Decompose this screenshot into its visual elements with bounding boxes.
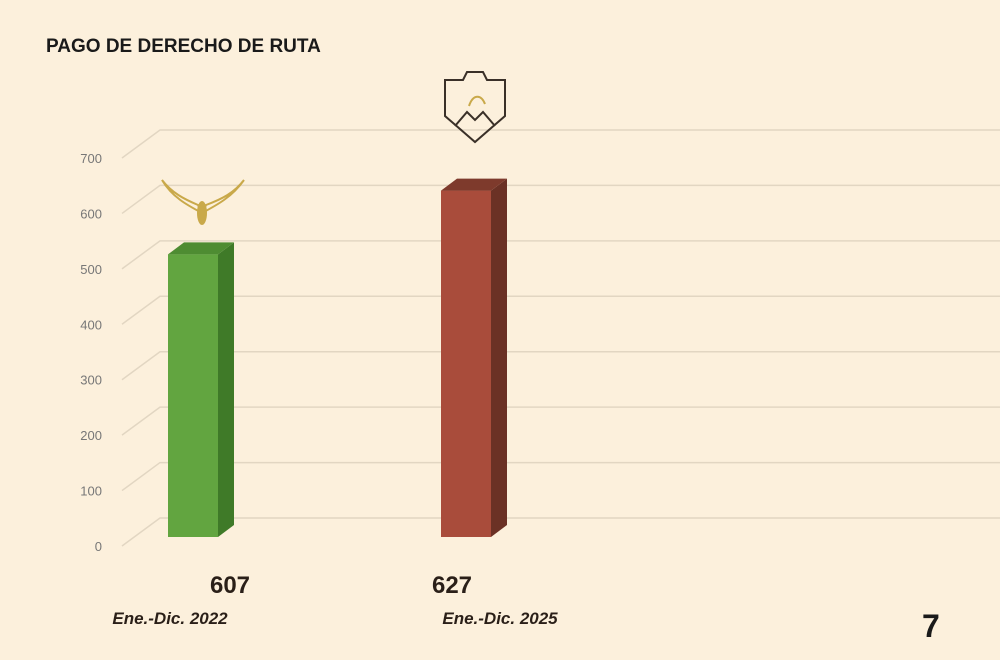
gridline — [121, 240, 1000, 270]
shield-outline — [444, 71, 506, 144]
bar-top — [168, 242, 234, 255]
y-tick-label: 400 — [80, 317, 102, 332]
value-label: 627 — [432, 572, 472, 599]
bar-2 — [441, 178, 507, 538]
y-tick-label: 700 — [80, 151, 102, 166]
y-tick-label: 500 — [80, 262, 102, 277]
eagle-right-wing — [199, 179, 245, 216]
chart-title: PAGO DE DERECHO DE RUTA — [46, 36, 321, 57]
value-label: 607 — [210, 572, 250, 599]
gridline — [121, 406, 1000, 436]
category-label: Ene.-Dic. 2025 — [442, 609, 558, 628]
gridline — [121, 350, 1000, 381]
bar-front — [168, 254, 218, 538]
bar-top — [441, 178, 507, 191]
y-tick-label: 0 — [95, 539, 102, 554]
gridline — [121, 517, 1000, 547]
gridline — [121, 184, 1000, 215]
y-tick-label: 100 — [80, 484, 102, 499]
eagle-left-wing — [161, 179, 205, 216]
coat-of-arms-emblem-icon — [444, 71, 506, 144]
category-label: Ene.-Dic. 2022 — [112, 609, 228, 628]
bar-1 — [168, 242, 234, 538]
mountains — [454, 110, 496, 127]
bar-side — [218, 242, 234, 538]
y-tick-label: 600 — [80, 206, 102, 221]
page-number: 7 — [922, 608, 940, 644]
gridline — [121, 129, 1000, 159]
y-tick-label: 300 — [80, 373, 102, 388]
gridline — [121, 461, 1000, 492]
y-tick-label: 200 — [80, 428, 102, 443]
gold-mark — [468, 95, 486, 107]
gridline — [121, 295, 1000, 325]
eagle-body — [197, 201, 207, 225]
bar-side — [491, 178, 507, 538]
golden-eagle-emblem-icon — [161, 179, 245, 225]
bar-front — [441, 190, 491, 538]
